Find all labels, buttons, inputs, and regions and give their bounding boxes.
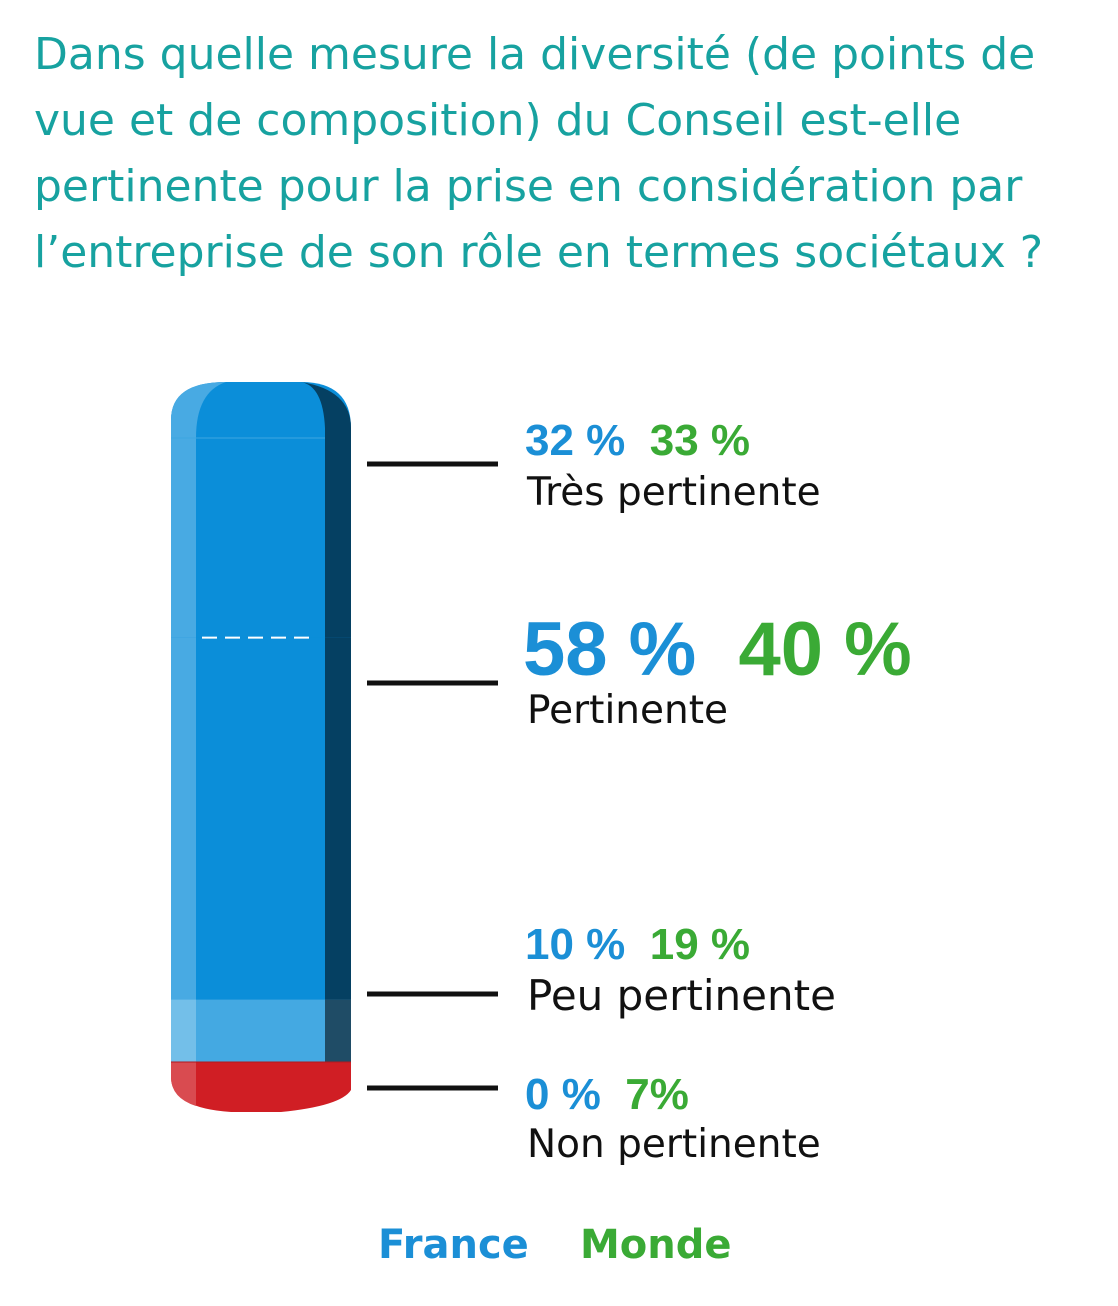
bar-segment-highlight-pertinente — [171, 637, 196, 1001]
bar-segment-pertinente — [171, 637, 351, 1001]
thermometer-cap — [171, 382, 351, 439]
monde-value-pertinente: 40 % — [738, 607, 912, 692]
thermometer-bulb-highlight — [171, 1062, 196, 1106]
title-line: Dans quelle mesure la diversité (de poin… — [34, 29, 1036, 80]
category-label-tres-pertinente: Très pertinente — [527, 470, 821, 515]
france-value-peu-pertinente: 10 % — [525, 920, 626, 969]
bar-segment-peu-pertinente — [171, 999, 351, 1063]
bar-segment-highlight-peu-pertinente — [171, 999, 196, 1063]
title-line: vue et de composition) du Conseil est-el… — [34, 95, 962, 146]
france-value-non-pertinente: 0 % — [525, 1070, 601, 1119]
france-value-pertinente: 58 % — [523, 607, 697, 692]
thermometer-bulb — [171, 1062, 351, 1112]
value-row-tres-pertinente: 32 % 33 % — [525, 416, 750, 466]
monde-value-non-pertinente: 7% — [625, 1070, 689, 1119]
category-label-peu-pertinente: Peu pertinente — [527, 971, 836, 1020]
legend-france: France — [378, 1222, 529, 1268]
bar-segment-shadow-pertinente — [325, 637, 351, 1001]
thermometer-cap-highlight — [171, 382, 226, 439]
bar-segment-tres-pertinente — [171, 438, 351, 639]
category-label-non-pertinente: Non pertinente — [527, 1122, 821, 1167]
thermometer-cap-shadow — [301, 382, 351, 439]
value-row-non-pertinente: 0 % 7% — [525, 1070, 689, 1120]
legend-monde: Monde — [580, 1222, 732, 1268]
value-row-peu-pertinente: 10 % 19 % — [525, 920, 750, 970]
bar-segment-shadow-peu-pertinente — [325, 999, 351, 1063]
monde-value-peu-pertinente: 19 % — [649, 920, 751, 969]
bar-segment-shadow-tres-pertinente — [325, 438, 351, 639]
title-line: l’entreprise de son rôle en termes socié… — [34, 227, 1044, 278]
category-label-pertinente: Pertinente — [527, 688, 728, 733]
monde-value-tres-pertinente: 33 % — [649, 416, 751, 465]
chart-title: Dans quelle mesure la diversité (de poin… — [34, 22, 1094, 286]
france-value-tres-pertinente: 32 % — [525, 416, 626, 465]
value-row-pertinente: 58 % 40 % — [523, 606, 912, 693]
bar-segment-highlight-tres-pertinente — [171, 438, 196, 639]
title-line: pertinente pour la prise en considératio… — [34, 161, 1023, 212]
